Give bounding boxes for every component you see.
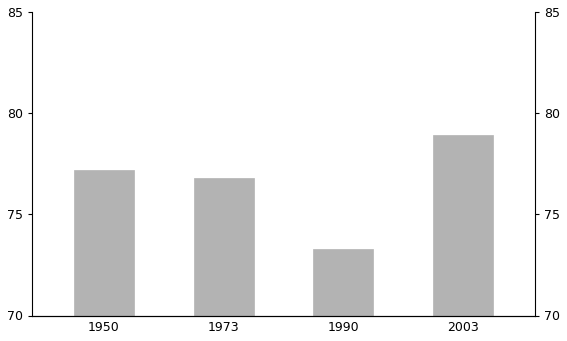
Bar bbox=[74, 170, 134, 341]
Bar bbox=[194, 178, 253, 341]
Bar bbox=[433, 135, 493, 341]
Bar bbox=[314, 249, 373, 341]
